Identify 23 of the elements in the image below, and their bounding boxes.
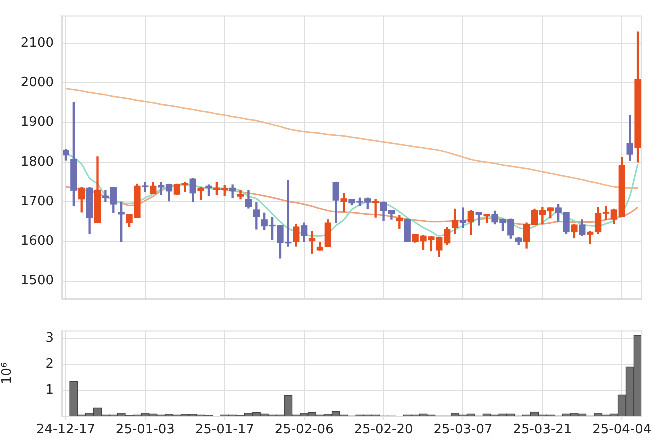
y-tick-label: 2000 (20, 76, 54, 91)
x-tick-label: 25-02-20 (354, 422, 414, 438)
y-tick-label: 1800 (20, 154, 54, 170)
x-tick-label: 25-02-06 (274, 422, 334, 438)
x-tick-label: 25-01-17 (195, 422, 254, 438)
line-series (65, 88, 639, 189)
x-tick-label: 25-01-03 (116, 422, 175, 438)
candlestick (396, 215, 403, 229)
y-tick-label: 2100 (20, 36, 54, 51)
candlestick (460, 208, 467, 228)
y-tick-label: 1600 (20, 234, 54, 250)
y-axis-title: 10⁶ (0, 362, 16, 384)
x-tick-label: 25-03-07 (434, 422, 493, 438)
y-tick-label: 1500 (20, 274, 54, 289)
y-tick-label: 2 (46, 356, 54, 372)
y-tick-label: 3 (46, 330, 54, 346)
x-tick-label: 24-12-17 (36, 422, 96, 438)
y-tick-label: 1700 (20, 194, 54, 210)
candlestick (308, 231, 316, 254)
y-tick-label: 1 (46, 382, 54, 398)
y-tick-label: 1900 (20, 115, 54, 130)
x-tick-label: 25-04-04 (592, 422, 652, 438)
x-tick-label: 25-03-21 (513, 422, 572, 438)
